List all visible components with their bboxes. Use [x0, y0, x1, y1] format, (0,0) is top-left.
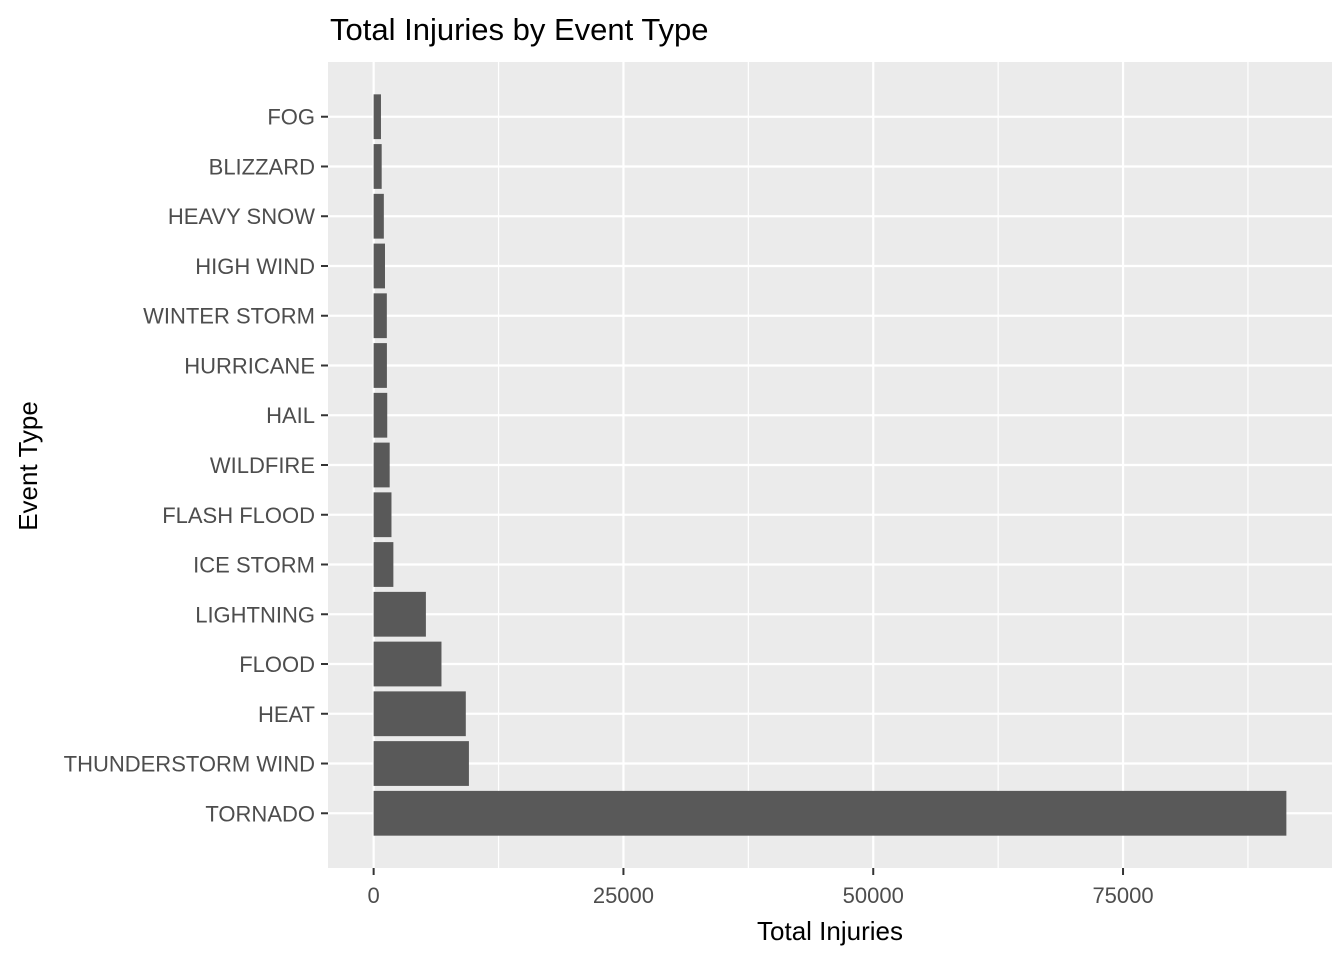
- x-axis: 0 25000 50000 75000: [368, 868, 1154, 908]
- bar-group: [373, 94, 1287, 836]
- y-tick-label: WINTER STORM: [143, 304, 315, 329]
- bar: [373, 193, 384, 239]
- bar: [373, 392, 388, 438]
- y-tick-label: FOG: [267, 105, 315, 130]
- x-tick-label: 0: [368, 883, 380, 908]
- chart-title: Total Injuries by Event Type: [330, 12, 709, 47]
- y-tick-label: THUNDERSTORM WIND: [64, 752, 315, 777]
- y-tick-label: ICE STORM: [193, 553, 315, 578]
- y-tick-label: HAIL: [266, 403, 315, 428]
- bar: [373, 691, 466, 737]
- bar: [373, 94, 381, 140]
- x-axis-title: Total Injuries: [757, 916, 903, 946]
- bar: [373, 741, 469, 786]
- y-tick-label: HIGH WIND: [195, 254, 315, 279]
- y-tick-label: TORNADO: [205, 801, 315, 826]
- bar: [373, 492, 392, 538]
- y-axis: TORNADO THUNDERSTORM WIND HEAT FLOOD LIGHTNI…: [64, 105, 328, 826]
- x-tick-label: 75000: [1092, 883, 1153, 908]
- y-tick-label: FLOOD: [239, 652, 315, 677]
- bar: [373, 641, 442, 687]
- y-tick-label: WILDFIRE: [210, 453, 315, 478]
- y-axis-title: Event Type: [13, 401, 43, 531]
- y-tick-label: BLIZZARD: [209, 154, 315, 179]
- bar: [373, 293, 387, 339]
- bar: [373, 790, 1287, 836]
- bar: [373, 542, 394, 587]
- y-tick-label: FLASH FLOOD: [162, 503, 315, 528]
- y-tick-label: HEAVY SNOW: [168, 204, 315, 229]
- y-tick-label: LIGHTNING: [195, 602, 315, 627]
- bar: [373, 591, 426, 637]
- bar: [373, 442, 390, 488]
- bar: [373, 144, 382, 189]
- x-tick-label: 25000: [593, 883, 654, 908]
- x-tick-label: 50000: [843, 883, 904, 908]
- y-tick-label: HURRICANE: [184, 353, 315, 378]
- bar: [373, 243, 385, 289]
- y-tick-label: HEAT: [258, 702, 315, 727]
- bar: [373, 343, 387, 388]
